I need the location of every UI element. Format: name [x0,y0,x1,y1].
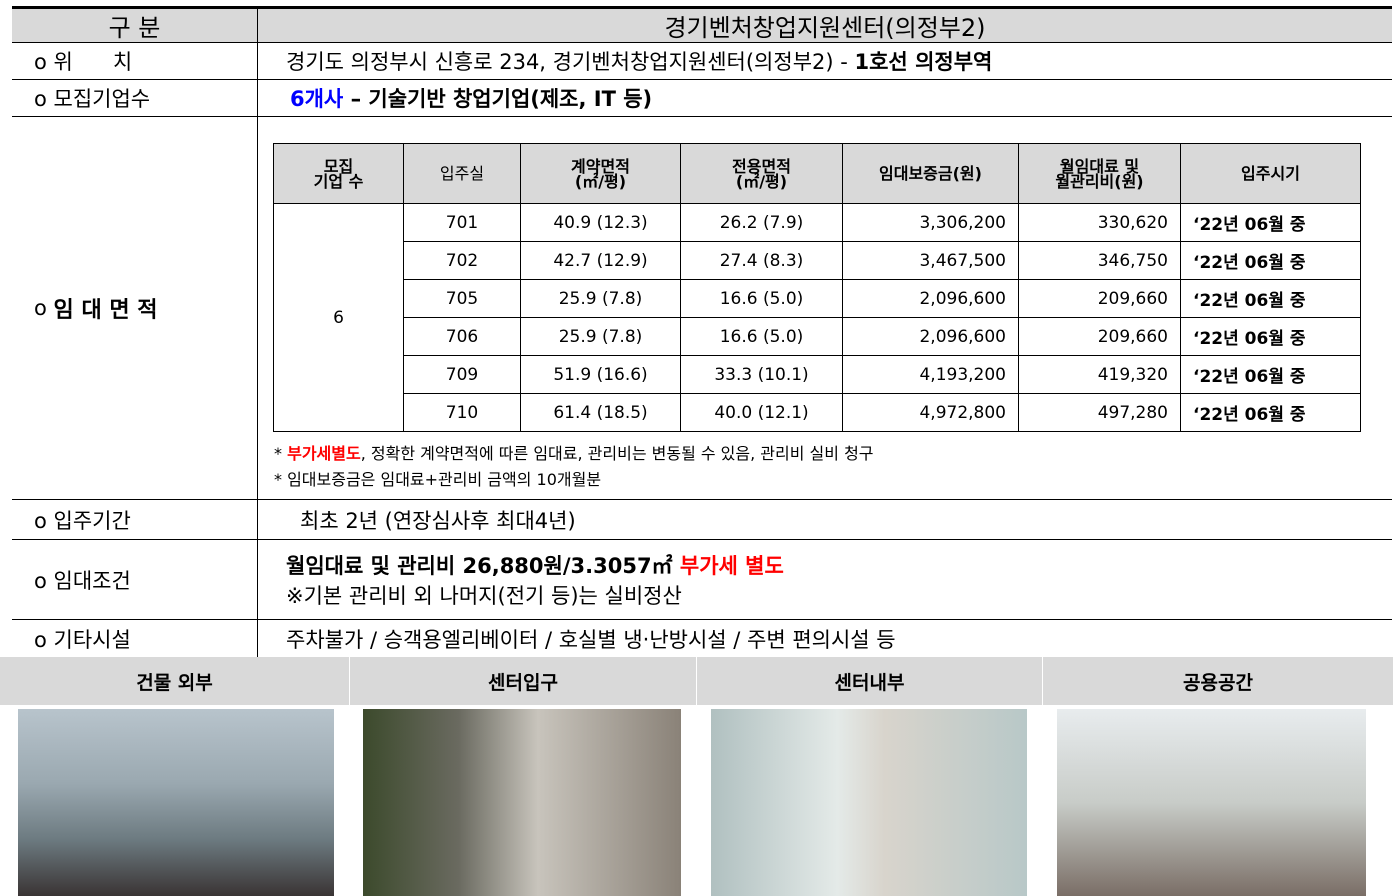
table-cell: 40.0 (12.1) [681,394,843,432]
table-cell: ‘22년 06월 중 [1181,356,1361,394]
table-cell: 27.4 (8.3) [681,242,843,280]
column-header: 입주실 [404,144,521,204]
photo-caption: 공용공간 [1043,657,1394,705]
table-cell: 497,280 [1019,394,1181,432]
header-row: 구 분 경기벤처창업지원센터(의정부2) [12,9,1392,43]
recruit-row: o 모집기업수 6개사 – 기술기반 창업기업(제조, IT 등) [12,80,1392,117]
table-cell: 33.3 (10.1) [681,356,843,394]
table-cell: 4,193,200 [843,356,1019,394]
row-label: o 위 치 [12,43,258,79]
conditions-row: o 임대조건 월임대료 및 관리비 26,880원/3.3057㎡ 부가세 별도… [12,540,1392,620]
row-value: 최초 2년 (연장심사후 최대4년) [258,500,1392,539]
text: 경기도 의정부시 신흥로 234, 경기벤처창업지원센터(의정부2) - [286,46,855,76]
row-label: o 입주기간 [12,500,258,539]
table-cell: 26.2 (7.9) [681,204,843,242]
table-cell: 701 [404,204,521,242]
label-bold: 임 대 면 적 [54,292,158,324]
label: o [34,296,47,320]
text-red: 부가세 별도 [680,554,784,578]
column-header: 월임대료 및 월관리비(원) [1019,144,1181,204]
column-header: 계약면적 (㎡/평) [521,144,681,204]
table-cell: 25.9 (7.8) [521,280,681,318]
line: ※기본 관리비 외 나머지(전기 등)는 실비정산 [286,580,682,610]
header-label: 구 분 [12,9,258,42]
row-value: 주차불가 / 승객용엘리베이터 / 호실별 냉‧난방시설 / 주변 편의시설 등 [258,620,1392,657]
text-bold: 월임대료 및 관리비 26,880원/3.3057㎡ [286,554,680,578]
table-cell: 4,972,800 [843,394,1019,432]
line: 월임대료 및 관리비 26,880원/3.3057㎡ 부가세 별도 [286,550,784,580]
table-cell: 209,660 [1019,318,1181,356]
column-header: 임대보증금(원) [843,144,1019,204]
table-cell: ‘22년 06월 중 [1181,280,1361,318]
row-label: o 기타시설 [12,620,258,657]
table-cell: 16.6 (5.0) [681,280,843,318]
note: * 부가세별도, 정확한 계약면적에 따른 임대료, 관리비는 변동될 수 있음… [274,441,874,467]
count: 6개사 [290,83,343,113]
text: * [274,444,287,463]
text: – 기술기반 창업기업(제조, IT 등) [343,83,652,113]
location-row: o 위 치 경기도 의정부시 신흥로 234, 경기벤처창업지원센터(의정부2)… [12,43,1392,80]
table-cell: 346,750 [1019,242,1181,280]
row-value: 경기도 의정부시 신흥로 234, 경기벤처창업지원센터(의정부2) - 1호선… [258,43,1392,79]
table-cell: 419,320 [1019,356,1181,394]
table-cell: ‘22년 06월 중 [1181,394,1361,432]
page: 구 분 경기벤처창업지원센터(의정부2) o 위 치 경기도 의정부시 신흥로 … [0,0,1394,896]
table-cell: 706 [404,318,521,356]
table-cell: 709 [404,356,521,394]
text-red: 부가세별도 [287,444,361,463]
table-cell: 2,096,600 [843,318,1019,356]
table-cell: 209,660 [1019,280,1181,318]
photo-interior [711,709,1027,896]
companies-cell: 6 [274,204,404,432]
table-cell: ‘22년 06월 중 [1181,242,1361,280]
column-header: 입주시기 [1181,144,1361,204]
photo-caption: 센터입구 [350,657,697,705]
table-cell: 16.6 (5.0) [681,318,843,356]
header-title: 경기벤처창업지원센터(의정부2) [258,9,1392,42]
facilities-row: o 기타시설 주차불가 / 승객용엘리베이터 / 호실별 냉‧난방시설 / 주변… [12,620,1392,657]
table-cell: 3,306,200 [843,204,1019,242]
table-cell: 42.7 (12.9) [521,242,681,280]
table-cell: 705 [404,280,521,318]
table-cell: ‘22년 06월 중 [1181,204,1361,242]
row-value: 월임대료 및 관리비 26,880원/3.3057㎡ 부가세 별도 ※기본 관리… [258,540,1392,619]
table-cell: 2,096,600 [843,280,1019,318]
table-cell: 61.4 (18.5) [521,394,681,432]
period-row: o 입주기간 최초 2년 (연장심사후 최대4년) [12,500,1392,540]
text-bold: 1호선 의정부역 [855,46,993,76]
photo-common [1057,709,1366,896]
table-cell: 25.9 (7.8) [521,318,681,356]
table-cell: 3,467,500 [843,242,1019,280]
photo-caption: 건물 외부 [0,657,350,705]
column-header: 모집 기업 수 [274,144,404,204]
table-cell: 710 [404,394,521,432]
table-cell: ‘22년 06월 중 [1181,318,1361,356]
text: , 정확한 계약면적에 따른 임대료, 관리비는 변동될 수 있음, 관리비 실… [361,444,874,463]
row-value: 6개사 – 기술기반 창업기업(제조, IT 등) [258,80,1392,116]
row-label: o 임대조건 [12,540,258,619]
row-label: o 모집기업수 [12,80,258,116]
note: * 임대보증금은 임대료+관리비 금액의 10개월분 [274,467,601,493]
table-cell: 702 [404,242,521,280]
table-cell: 40.9 (12.3) [521,204,681,242]
photo-building [18,709,334,896]
row-label: o 임 대 면 적 [12,117,258,499]
photo-caption: 센터내부 [697,657,1043,705]
table-cell: 51.9 (16.6) [521,356,681,394]
table-cell: 330,620 [1019,204,1181,242]
column-header: 전용면적 (㎡/평) [681,144,843,204]
photo-entrance [363,709,681,896]
